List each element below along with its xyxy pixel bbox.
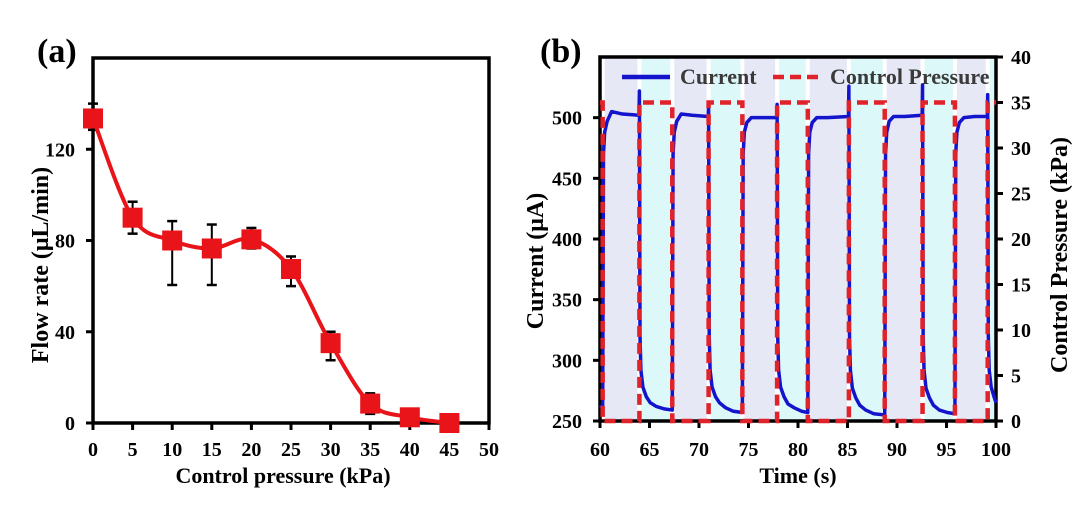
left-y-tick-label: 450 (552, 168, 582, 190)
panel-b-label: (b) (540, 33, 582, 70)
x-tick-label: 15 (202, 439, 222, 461)
panel-a-flow-rate-chart: (a) 0 5 10 15 20 25 30 35 40 45 50 0 40 80 120 Control… (28, 33, 499, 488)
x-tick-label: 90 (887, 439, 907, 461)
left-y-tick-label: 500 (552, 108, 582, 130)
data-point-marker (399, 407, 420, 428)
data-point-marker (281, 259, 301, 280)
data-point-marker (439, 413, 460, 433)
legend-current-label: Current (680, 64, 757, 89)
right-y-tick-label: 0 (1011, 411, 1021, 433)
control-pressure-trace (600, 100, 996, 424)
x-tick-label: 95 (937, 439, 957, 461)
x-tick-label: 50 (479, 439, 499, 461)
x-tick-label: 0 (88, 439, 98, 461)
y-tick-label: 0 (65, 413, 75, 435)
pressure-off-band (956, 57, 986, 421)
panel-a-plot-frame (91, 56, 491, 425)
right-y-tick-label: 5 (1011, 366, 1021, 388)
legend: Current Control Pressure (622, 64, 990, 89)
data-point-marker (83, 108, 103, 129)
pressure-off-band (809, 57, 847, 421)
right-y-tick-label: 10 (1011, 320, 1031, 342)
pressure-off-band (744, 57, 776, 421)
panel-b-series (598, 83, 998, 424)
x-tick-label: 75 (739, 439, 759, 461)
left-y-tick-label: 400 (552, 229, 582, 251)
pressure-off-band (674, 57, 707, 421)
x-tick-label: 45 (439, 439, 459, 461)
panel-b-left-y-axis-title: Current (μA) (523, 193, 549, 329)
x-tick-label: 80 (788, 439, 808, 461)
x-tick-label: 70 (689, 439, 709, 461)
panel-a-label: (a) (37, 33, 77, 70)
x-tick-label: 25 (281, 439, 301, 461)
pressure-off-band (604, 57, 638, 421)
right-y-tick-label: 40 (1011, 47, 1031, 69)
pressure-on-band (989, 57, 996, 421)
panel-a-y-axis-title: Flow rate (μL/min) (28, 167, 54, 363)
y-tick-label: 40 (55, 322, 75, 344)
legend-pressure-label: Control Pressure (830, 64, 990, 89)
x-tick-label: 40 (400, 439, 420, 461)
pressure-off-band (886, 57, 921, 421)
x-tick-label: 20 (241, 439, 261, 461)
right-y-tick-label: 15 (1011, 275, 1031, 297)
data-point-marker (162, 230, 183, 251)
pressure-on-band (924, 57, 953, 421)
left-y-tick-label: 250 (552, 411, 582, 433)
right-y-tick-label: 30 (1011, 138, 1031, 160)
right-y-tick-label: 20 (1011, 229, 1031, 251)
right-y-tick-label: 25 (1011, 184, 1031, 206)
left-y-tick-label: 300 (552, 350, 582, 372)
data-point-marker (241, 229, 262, 250)
panel-b-current-pressure-chart: (b) 60 65 70 75 80 85 90 95 10025030035040045050… (523, 33, 1073, 488)
x-tick-label: 30 (321, 439, 341, 461)
pressure-on-band (641, 57, 671, 421)
y-tick-label: 120 (45, 139, 75, 161)
x-tick-label: 65 (640, 439, 660, 461)
x-tick-label: 85 (838, 439, 858, 461)
x-tick-label: 60 (590, 439, 610, 461)
current-trace (598, 83, 998, 417)
panel-b-axes: 60 65 70 75 80 85 90 95 100 250 300 350 400 450 500 0 5 1… (552, 47, 1031, 461)
y-tick-label: 80 (55, 231, 75, 253)
pressure-shading-bands (600, 57, 996, 421)
data-point-marker (201, 238, 222, 259)
data-point-marker (320, 333, 341, 354)
left-y-tick-label: 350 (552, 290, 582, 312)
data-point-marker (122, 207, 143, 228)
pressure-on-band (779, 57, 806, 421)
data-point-marker (360, 393, 381, 414)
x-tick-label: 10 (162, 439, 182, 461)
panel-a-x-axis-title: Control pressure (kPa) (175, 463, 390, 488)
panel-b-x-axis-title: Time (s) (759, 463, 836, 488)
pressure-on-band (850, 57, 883, 421)
x-tick-label: 5 (128, 439, 138, 461)
pressure-on-band (710, 57, 741, 421)
x-tick-label: 100 (981, 439, 1011, 461)
right-y-tick-label: 35 (1011, 93, 1031, 115)
panel-a-plot-area: 0 5 10 15 20 25 30 35 40 45 50 0 40 80 120 (45, 56, 499, 461)
x-tick-label: 35 (360, 439, 380, 461)
flow-rate-curve (91, 117, 450, 425)
panel-b-right-y-axis-title: Control Pressure (kPa) (1047, 137, 1073, 373)
